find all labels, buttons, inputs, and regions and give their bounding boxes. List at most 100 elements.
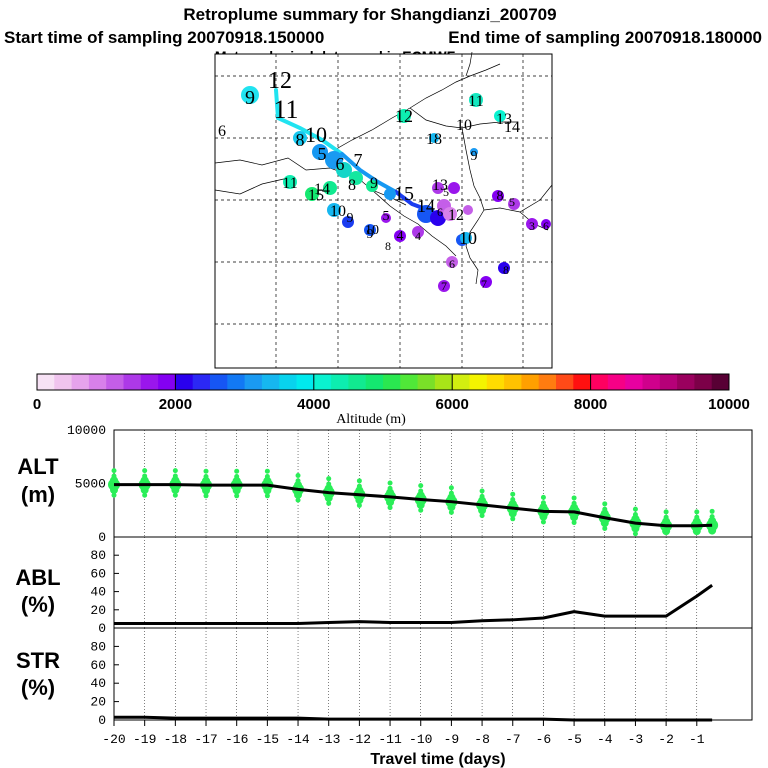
trajectory-dot xyxy=(305,187,319,201)
altitude-point xyxy=(234,468,240,474)
altitude-point xyxy=(571,520,577,526)
trajectory-time-label: 6 xyxy=(543,219,549,233)
map-frame xyxy=(214,53,553,369)
altitude-point xyxy=(510,516,516,522)
altitude-point xyxy=(172,492,178,498)
colorbar-cell xyxy=(175,374,194,390)
colorbar-cell xyxy=(261,374,280,390)
trajectory-dot xyxy=(494,110,506,122)
altitude-point xyxy=(479,513,485,519)
trajectory-dot xyxy=(470,148,478,156)
x-tick-label: -19 xyxy=(133,732,156,747)
y-tick-label: 40 xyxy=(90,676,106,691)
x-tick-label: -12 xyxy=(348,732,371,747)
trajectory-time-label: 12 xyxy=(448,207,464,224)
colorbar-cell xyxy=(659,374,678,390)
trajectory-dot xyxy=(430,210,446,226)
trajectory-dot xyxy=(397,109,411,123)
x-tick-label: -11 xyxy=(378,732,402,747)
trajectory-time-label: 11 xyxy=(468,93,483,110)
trajectory-dot xyxy=(312,144,328,160)
altitude-point xyxy=(171,485,180,494)
altitude-point xyxy=(140,485,149,494)
altitude-point xyxy=(694,509,700,515)
y-tick-label: 0 xyxy=(98,530,106,545)
colorbar-tick-label: 4000 xyxy=(297,396,330,413)
trajectory-dot xyxy=(526,218,538,230)
colorbar-cell xyxy=(590,374,609,390)
trajectory-time-label: 10 xyxy=(456,117,472,134)
panel-unit: (%) xyxy=(21,592,55,617)
altitude-point xyxy=(232,486,241,495)
trajectory-dot xyxy=(438,280,450,292)
altitude-point xyxy=(447,503,456,512)
altitude-point xyxy=(202,486,211,495)
trajectory-dot xyxy=(336,162,352,178)
altitude-point xyxy=(326,500,332,506)
time-series-panels: ALT(m)0500010000ABL(%)020406080STR(%)020… xyxy=(15,423,753,768)
series-line-abl xyxy=(114,584,713,625)
altitude-point xyxy=(539,512,548,521)
altitude-point xyxy=(602,501,608,507)
altitude-point xyxy=(172,468,178,474)
trajectory-dot xyxy=(323,181,337,195)
trajectory-time-label: 7 xyxy=(354,150,363,170)
x-tick-label: -5 xyxy=(566,732,582,747)
trajectory-time-label: 5 xyxy=(383,209,390,224)
altitude-point xyxy=(540,494,546,500)
trajectory-dot xyxy=(443,207,457,221)
trajectory-time-label: 6 xyxy=(336,154,345,174)
y-tick-label: 60 xyxy=(90,658,106,673)
altitude-scatter xyxy=(108,468,719,537)
colorbar-cell xyxy=(486,374,505,390)
trajectory-dot xyxy=(366,180,378,192)
trajectory-time-label: 18 xyxy=(426,131,442,148)
trajectory-time-label: 9 xyxy=(245,87,255,109)
x-tick-label: -4 xyxy=(597,732,613,747)
panel-frame xyxy=(113,627,753,721)
altitude-point xyxy=(631,524,640,533)
colorbar-cell xyxy=(417,374,436,390)
altitude-point xyxy=(708,526,717,535)
colorbar-cell xyxy=(694,374,713,390)
altitude-point xyxy=(326,476,332,482)
trajectory-time-label: 8 xyxy=(503,263,509,277)
trajectory-dot xyxy=(327,203,341,217)
colorbar-label: Altitude (m) xyxy=(336,412,406,427)
trajectory-dot xyxy=(283,175,297,189)
trajectory-dot xyxy=(460,232,472,244)
end-time-label: End time of sampling 20070918.180000 xyxy=(448,28,762,47)
x-tick-label: -8 xyxy=(474,732,490,747)
colorbar-cell xyxy=(54,374,72,390)
colorbar-cell xyxy=(227,374,245,390)
colorbar-cell xyxy=(434,374,453,390)
trajectory-time-label: 12 xyxy=(395,106,413,126)
y-tick-label: 10000 xyxy=(67,423,106,438)
y-tick-label: 20 xyxy=(90,603,106,618)
trajectory-dot xyxy=(446,256,458,268)
altitude-point xyxy=(387,505,393,511)
colorbar-cell xyxy=(244,374,263,390)
colorbar-cell xyxy=(607,374,626,390)
colorbar-cell xyxy=(210,374,228,390)
colorbar-tick-label: 10000 xyxy=(708,396,750,413)
altitude-point xyxy=(387,480,393,486)
x-axis-label: Travel time (days) xyxy=(370,751,505,768)
trajectory-time-label: 10 xyxy=(330,203,346,220)
panel-unit: (%) xyxy=(21,675,55,700)
trajectory-time-label: 8 xyxy=(497,189,504,204)
colorbar-cell xyxy=(677,374,695,390)
altitude-point xyxy=(508,509,517,518)
x-tick-label: -14 xyxy=(286,732,310,747)
colorbar-ticks: 0 2000 4000 6000 8000 10000 xyxy=(33,374,750,413)
panel-alt: ALT (m) 0 5000 10000 xyxy=(17,423,753,545)
colorbar-tick-label: 0 xyxy=(33,396,41,413)
y-tick-label: 20 xyxy=(90,695,106,710)
colorbar-cell xyxy=(71,374,90,390)
altitude-point xyxy=(479,488,485,494)
altitude-point xyxy=(264,493,270,499)
colorbar-cell xyxy=(573,374,591,390)
trajectory-dot xyxy=(241,86,259,104)
